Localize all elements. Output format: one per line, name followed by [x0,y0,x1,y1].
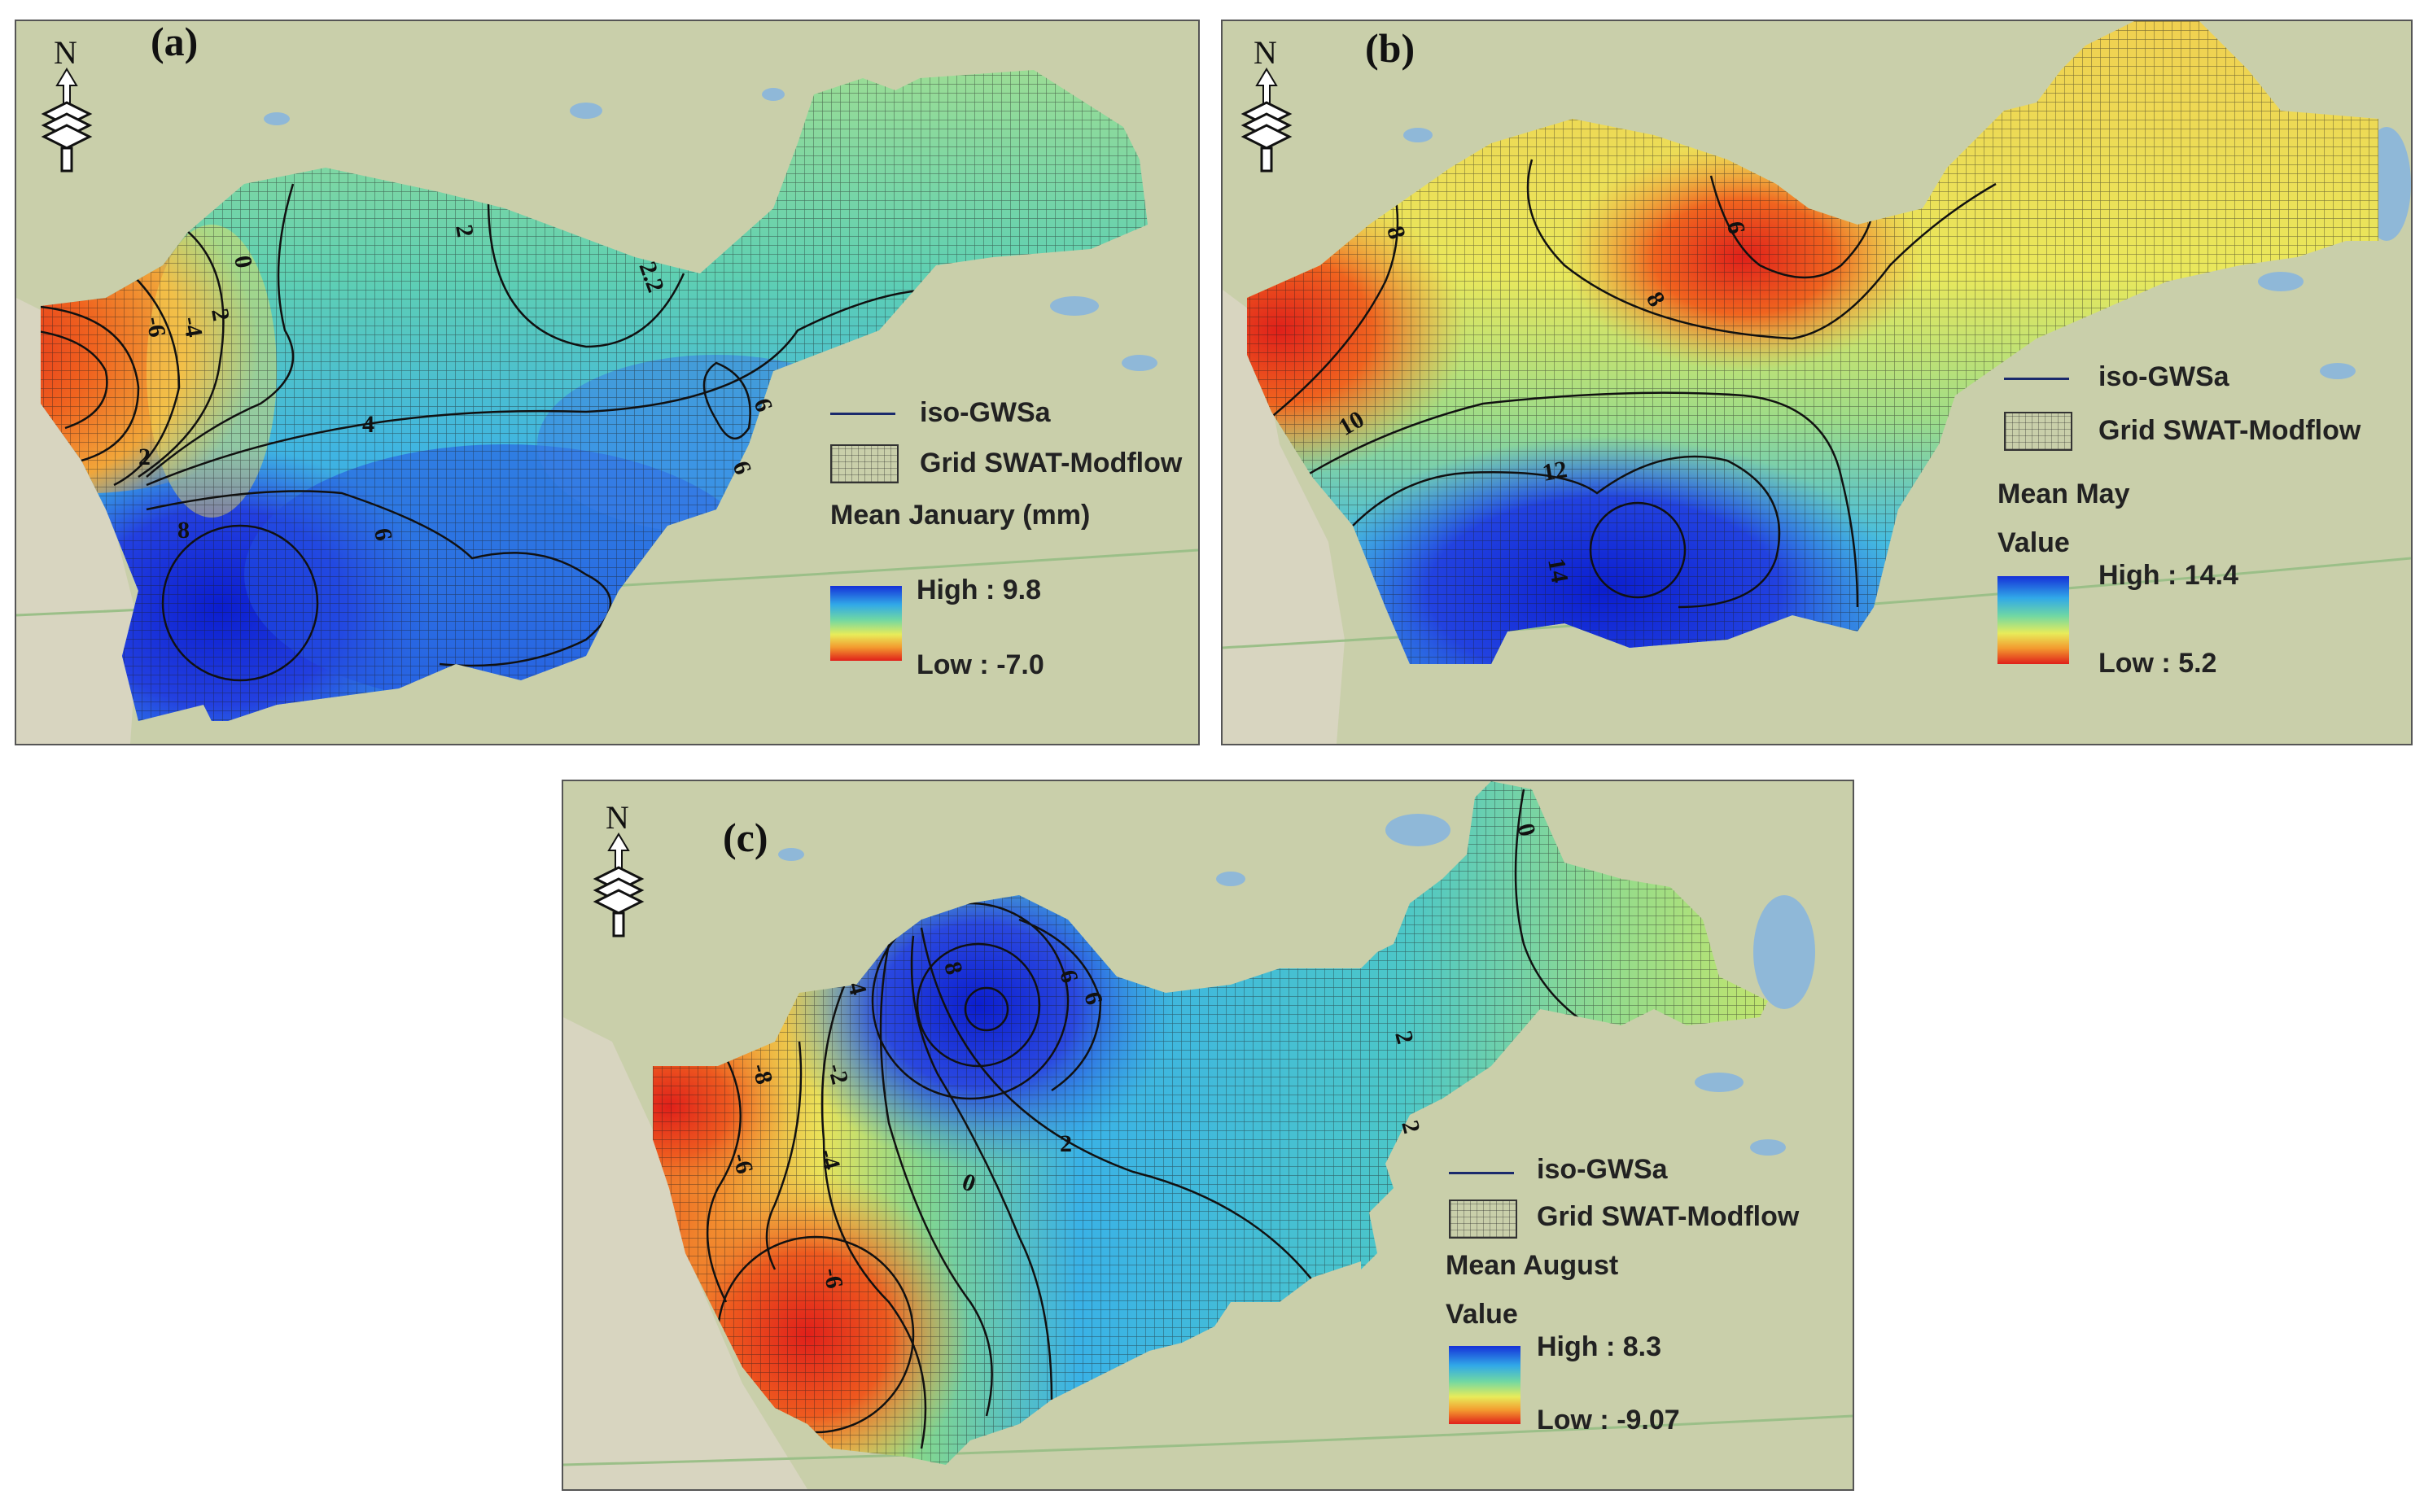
legend-low: Low : 5.2 [2098,648,2217,679]
panel-label: (b) [1365,25,1415,71]
legend-low: Low : -9.07 [1537,1405,1680,1436]
legend-subtitle: Value [1446,1299,1518,1330]
contour-label: 12 [1540,456,1569,487]
north-arrow-icon: N [1240,34,1293,173]
grid-swatch [2004,412,2072,451]
legend-title: Mean January (mm) [830,500,1091,531]
contour-label: 2 [450,222,479,239]
legend-low: Low : -7.0 [917,649,1044,680]
contour-label: 6 [369,526,397,543]
legend-title: Mean August [1446,1250,1619,1281]
panel-label: (c) [723,815,768,860]
north-arrow-icon: N [593,799,645,937]
isoline-swatch [1449,1172,1514,1174]
legend-title: Mean May [1997,479,2130,509]
contour-label: 6 [1722,219,1750,236]
north-arrow-icon: N [41,34,93,173]
legend-grid-label: Grid SWAT-Modflow [920,448,1183,479]
contours-a [41,183,937,682]
legend-grid-label: Grid SWAT-Modflow [1537,1201,1800,1232]
color-ramp [1997,576,2069,664]
mountains-b [1223,290,1345,744]
contour-label: 8 [177,517,190,544]
legend-isoline-label: iso-GWSa [920,397,1051,428]
legend-grid-label: Grid SWAT-Modflow [2098,415,2361,446]
grid-swatch [1449,1200,1517,1239]
map-a-canvas: 0 2 -4 -6 2 2 2.2 4 6 6 8 6 [16,21,1198,744]
legend-high: High : 8.3 [1537,1331,1662,1362]
contour-label: -6 [818,1265,848,1290]
grid-swatch [830,444,899,483]
legend-isoline-label: iso-GWSa [1537,1154,1668,1185]
contours-c [706,789,1590,1449]
color-ramp [830,586,902,661]
contour-label: 14 [1542,556,1573,584]
legend-high: High : 9.8 [917,575,1042,605]
contour-label: 4 [362,411,374,438]
color-ramp [1449,1346,1520,1424]
isoline-swatch [830,413,895,415]
contour-label: -4 [177,314,208,339]
contour-label: 2 [1060,1130,1072,1157]
map-panel-c: -8 -6 -4 -2 -6 0 2 4 6 8 6 0 2 2 (c) N i… [562,780,1854,1491]
legend-isoline-label: iso-GWSa [2098,361,2229,392]
contour-label: -6 [141,314,171,339]
legend-subtitle: Value [1997,527,2070,558]
map-b-canvas: 8 6 8 10 12 14 [1223,21,2411,744]
north-label: N [1254,34,1277,71]
contour-label: 0 [229,253,257,270]
contour-label: 2 [206,306,234,323]
panel-label: (a) [151,20,199,64]
map-panel-a: 0 2 -4 -6 2 2 2.2 4 6 6 8 6 (a) N iso-GW… [15,20,1200,745]
map-panel-b: 8 6 8 10 12 14 (b) N iso-GWSa Grid SWAT-… [1221,20,2413,745]
map-c-canvas: -8 -6 -4 -2 -6 0 2 4 6 8 6 0 2 2 [563,781,1853,1489]
north-label: N [54,34,77,71]
legend-high: High : 14.4 [2098,560,2238,591]
isoline-swatch [2004,378,2069,380]
north-label: N [606,799,629,836]
contour-label: 2 [138,444,151,470]
